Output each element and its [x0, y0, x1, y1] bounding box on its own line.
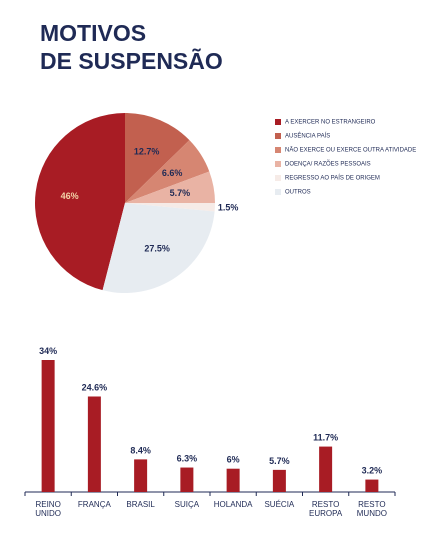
legend-swatch: [275, 119, 281, 125]
x-tick-label: RESTO MUNDO: [356, 500, 387, 518]
x-tick-label: BRASIL: [126, 500, 155, 509]
bar: [272, 469, 286, 492]
data-label: 46%: [61, 191, 79, 201]
data-label: 12.7%: [134, 147, 160, 157]
legend-label: REGRESSO AO PAÍS DE ORIGEM: [285, 175, 380, 182]
bar: [365, 479, 379, 492]
pie-slice: [125, 203, 215, 212]
data-label: 11.7%: [313, 433, 338, 443]
data-label: 5.7%: [170, 188, 191, 198]
legend-swatch: [275, 161, 281, 167]
legend-label: DOENÇA/ RAZÕES PESSOAIS: [285, 161, 371, 168]
bar: [87, 396, 101, 492]
legend-swatch: [275, 133, 281, 139]
bar: [180, 467, 194, 492]
data-label: 6.6%: [162, 168, 183, 178]
title-line: DE SUSPENSÃO: [40, 47, 223, 74]
data-label: 6.3%: [177, 454, 198, 464]
pie-slice: [125, 113, 190, 203]
data-label: 34%: [39, 346, 57, 356]
data-label: 8.4%: [130, 445, 151, 455]
x-tick-label: SUÉCIA: [264, 500, 295, 509]
bar: [134, 459, 148, 492]
bar: [226, 468, 240, 492]
data-label: 6%: [227, 455, 240, 465]
data-label: 3.2%: [362, 466, 383, 476]
pie-slice: [35, 113, 125, 291]
legend-swatch: [275, 175, 281, 181]
legend-swatch: [275, 147, 281, 153]
title-line: MOTIVOS: [40, 20, 146, 46]
data-label: 1.5%: [218, 202, 239, 212]
pie-slice: [125, 140, 210, 203]
x-tick-label: SUIÇA: [174, 500, 200, 509]
legend-label: OUTROS: [285, 190, 311, 196]
bar: [319, 446, 333, 492]
legend-label: A EXERCER NO ESTRANGEIRO: [285, 120, 376, 126]
data-label: 5.7%: [269, 456, 290, 466]
legend-label: NÃO EXERCE OU EXERCE OUTRA ATIVIDADE: [285, 147, 416, 154]
legend-label: AUSÊNCIA PAÍS: [285, 132, 330, 140]
x-tick-label: FRANÇA: [77, 500, 111, 509]
pie-slice: [125, 171, 215, 203]
legend-swatch: [275, 189, 281, 195]
x-tick-label: REINO UNIDO: [35, 500, 62, 518]
x-tick-label: HOLANDA: [213, 500, 253, 509]
bar: [41, 360, 55, 492]
data-label: 27.5%: [144, 244, 170, 254]
pie-slice: [102, 203, 215, 293]
data-label: 24.6%: [82, 382, 108, 392]
x-tick-label: RESTO EUROPA: [309, 500, 343, 518]
